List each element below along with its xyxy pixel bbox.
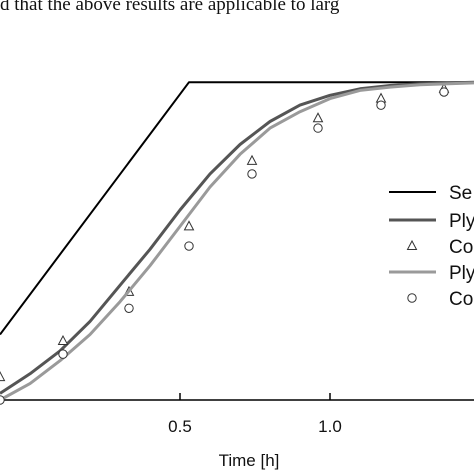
x-axis-label: Time [h] [219,451,280,470]
caption-text: d that the above results are applicable … [0,0,340,15]
legend-label: Se [449,183,472,204]
legend-label: Ply [449,211,474,232]
series-line [0,81,474,336]
x-ticks: 0.5 1.0 [168,393,342,436]
data-point-triangle [57,334,69,346]
data-point-triangle [0,370,6,382]
legend-label: Ply [449,263,474,284]
data-point-circle [0,395,5,405]
legend-label: Co [449,237,473,258]
legend: Se Ply Co Ply Co [380,172,474,340]
data-point-circle [184,241,194,251]
x-tick-label: 0.5 [168,417,192,436]
legend-box [380,172,474,340]
data-point-circle [247,169,257,179]
data-point-triangle [183,220,195,231]
data-point-circle [313,123,323,133]
plot-area [0,80,474,405]
legend-circle-swatch [407,293,417,303]
legend-triangle-swatch [406,239,418,250]
x-tick-label: 1.0 [318,417,342,436]
series-line [0,81,474,402]
data-point-triangle [246,154,258,165]
legend-label: Co [449,289,473,310]
series-line [0,80,474,395]
data-point-circle [124,303,134,313]
data-point-circle [376,100,386,110]
data-point-circle [439,87,449,97]
data-point-circle [58,349,68,359]
data-point-triangle [312,112,324,123]
